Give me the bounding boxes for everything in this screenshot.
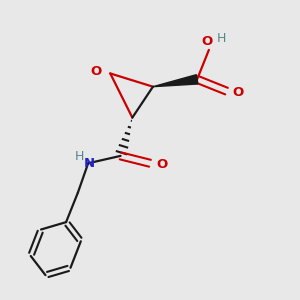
Text: H: H <box>217 32 226 45</box>
Text: H: H <box>75 150 85 163</box>
Text: N: N <box>84 157 95 170</box>
Polygon shape <box>153 75 198 87</box>
Text: O: O <box>156 158 167 171</box>
Text: O: O <box>91 65 102 79</box>
Text: O: O <box>202 35 213 48</box>
Text: O: O <box>232 86 243 99</box>
